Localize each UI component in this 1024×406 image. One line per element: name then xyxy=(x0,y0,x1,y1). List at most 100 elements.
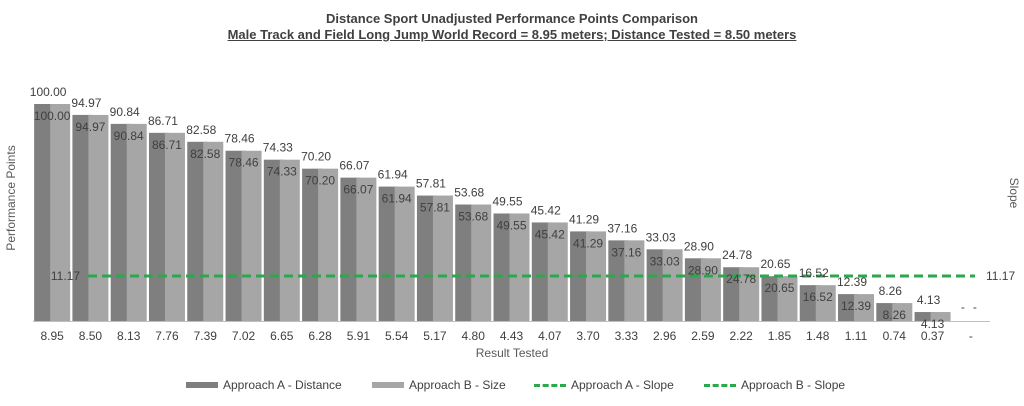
bar-approach-a xyxy=(799,285,820,321)
x-tick-label: 4.80 xyxy=(462,329,486,343)
data-label-approach-a: 57.81 xyxy=(416,177,446,191)
bar-approach-a xyxy=(72,114,93,321)
bar-approach-b xyxy=(624,240,645,321)
bar-approach-b xyxy=(50,104,71,321)
bar-approach-b xyxy=(279,159,300,321)
data-label-approach-b: 49.55 xyxy=(496,218,526,232)
bar-approach-a xyxy=(378,186,399,321)
bar-approach-a xyxy=(876,303,897,321)
data-label-approach-a: 100.00 xyxy=(30,85,67,99)
bar-approach-a xyxy=(646,249,667,321)
legend-item-approach-b-slope: Approach B - Slope xyxy=(704,378,845,392)
data-label-approach-b: 94.97 xyxy=(75,120,105,134)
data-label-approach-b: 45.42 xyxy=(535,227,565,241)
bar-approach-a xyxy=(340,177,361,321)
data-label-approach-b: 16.52 xyxy=(803,290,833,304)
x-tick-label: 5.91 xyxy=(347,329,371,343)
x-tick-label: 2.22 xyxy=(730,329,754,343)
chart-title: Distance Sport Unadjusted Performance Po… xyxy=(325,11,699,26)
x-tick-label: 1.48 xyxy=(806,329,830,343)
data-label-approach-b: 74.33 xyxy=(267,165,297,179)
data-label-approach-b: 100.00 xyxy=(34,109,71,123)
data-label-approach-b: 90.84 xyxy=(114,129,144,143)
legend-label: Approach B - Slope xyxy=(741,378,846,392)
data-label-approach-a: 41.29 xyxy=(569,212,599,226)
x-tick-label: 4.43 xyxy=(500,329,524,343)
data-label-approach-b: 8.26 xyxy=(883,308,907,322)
bar-approach-a xyxy=(263,159,284,321)
data-label-approach-a: 82.58 xyxy=(186,123,216,137)
bar-approach-a xyxy=(531,222,552,321)
x-tick-label: 7.76 xyxy=(155,329,179,343)
bar-approach-a xyxy=(148,132,169,321)
data-label-approach-a: - xyxy=(961,300,965,314)
bar-approach-b xyxy=(394,186,415,321)
bar-approach-b xyxy=(892,303,913,321)
data-label-approach-a: 24.78 xyxy=(722,248,752,262)
data-label-approach-a: 74.33 xyxy=(263,141,293,155)
bar-approach-b xyxy=(88,114,109,321)
data-label-approach-a: 61.94 xyxy=(378,168,408,182)
legend-dash-b xyxy=(704,383,736,387)
bar-approach-a xyxy=(416,195,437,321)
data-label-approach-a: 66.07 xyxy=(339,159,369,173)
legend-dash-a xyxy=(534,383,566,387)
x-tick-label: 6.28 xyxy=(308,329,332,343)
x-tick-label: 8.95 xyxy=(40,329,64,343)
bar-approach-b xyxy=(241,150,262,321)
bar-approach-b xyxy=(126,123,147,321)
x-tick-label: 5.17 xyxy=(423,329,447,343)
legend-item-approach-a-slope: Approach A - Slope xyxy=(534,378,674,392)
bar-approach-b xyxy=(854,294,875,321)
bar-approach-b xyxy=(547,222,568,321)
data-label-approach-b: 20.65 xyxy=(764,281,794,295)
data-label-approach-a: 70.20 xyxy=(301,150,331,164)
bar-approach-a xyxy=(34,104,55,321)
bar-approach-b xyxy=(930,312,951,321)
data-label-approach-b: 53.68 xyxy=(458,210,488,224)
x-tick-label: 0.74 xyxy=(883,329,907,343)
data-label-approach-b: 66.07 xyxy=(343,183,373,197)
x-tick-label: 7.39 xyxy=(194,329,218,343)
bar-approach-a xyxy=(761,276,782,321)
legend-item-approach-a-distance: Approach A - Distance xyxy=(186,378,342,392)
data-label-approach-a: 49.55 xyxy=(492,194,522,208)
x-tick-label: 0.37 xyxy=(921,329,945,343)
legend-label: Approach B - Size xyxy=(409,378,506,392)
bar-approach-b xyxy=(203,141,224,321)
bar-approach-a xyxy=(110,123,131,321)
data-label-approach-b: 28.90 xyxy=(688,263,718,277)
bar-approach-a xyxy=(838,294,859,321)
data-label-approach-b: 24.78 xyxy=(726,272,756,286)
data-label-approach-a: 28.90 xyxy=(684,239,714,253)
x-tick-label: 8.13 xyxy=(117,329,141,343)
data-label-approach-b: 70.20 xyxy=(305,174,335,188)
x-tick-label: 1.11 xyxy=(845,329,868,343)
x-tick-label: 7.02 xyxy=(232,329,256,343)
bar-approach-b xyxy=(509,213,530,321)
bar-approach-b xyxy=(700,258,721,321)
slope-label-right: 11.17 xyxy=(986,269,1015,283)
data-label-approach-b: 82.58 xyxy=(190,147,220,161)
data-label-approach-a: 8.26 xyxy=(879,284,903,298)
data-label-approach-b: 57.81 xyxy=(420,201,450,215)
bar-approach-a xyxy=(225,150,246,321)
x-axis-label: Result Tested xyxy=(476,346,549,360)
x-tick-label: 2.96 xyxy=(653,329,677,343)
bar-approach-b xyxy=(662,249,683,321)
legend-label: Approach A - Distance xyxy=(223,378,342,392)
data-label-approach-a: 86.71 xyxy=(148,114,178,128)
series-approach-b-size xyxy=(50,104,951,321)
x-tick-label: 4.07 xyxy=(538,329,562,343)
x-tick-label: 2.59 xyxy=(691,329,715,343)
bar-approach-b xyxy=(777,276,798,321)
x-tick-label: 6.65 xyxy=(270,329,294,343)
legend: Approach A - Distance Approach B - Size … xyxy=(0,378,1024,396)
data-label-approach-b: 78.46 xyxy=(229,156,259,170)
bar-approach-a xyxy=(608,240,629,321)
y2-axis-label: Slope xyxy=(1007,178,1021,209)
data-label-approach-a: 33.03 xyxy=(646,230,676,244)
x-tick-label: 8.50 xyxy=(79,329,103,343)
data-label-approach-a: 4.13 xyxy=(917,293,941,307)
data-label-approach-b: 37.16 xyxy=(611,245,641,259)
